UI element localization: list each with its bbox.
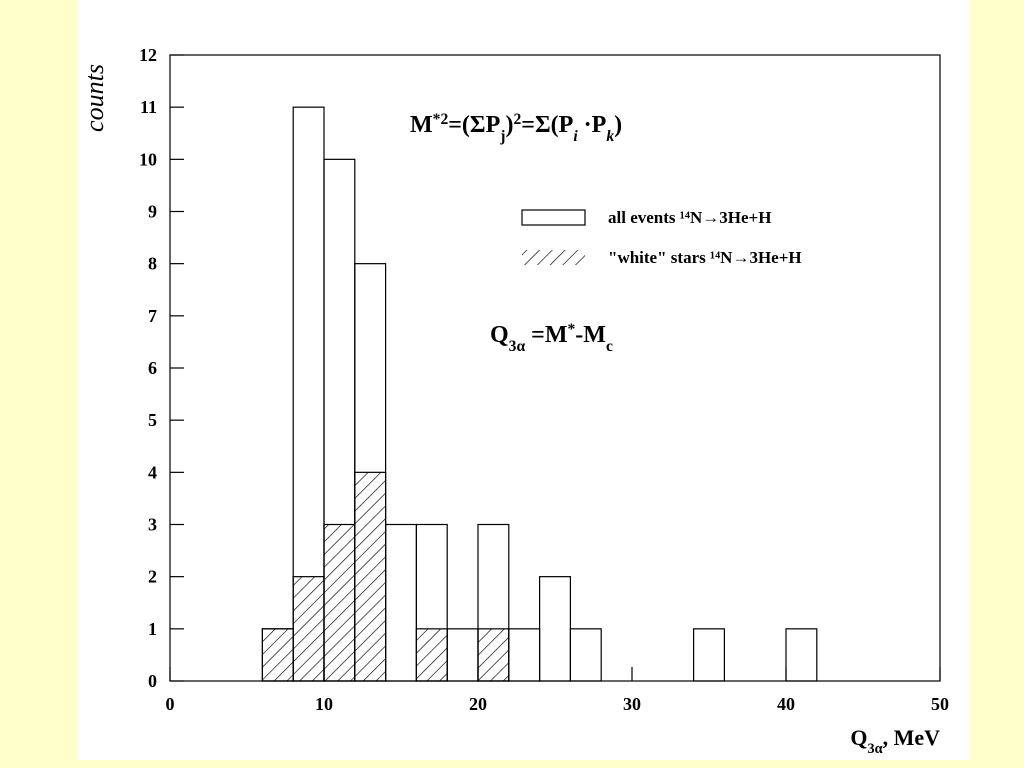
legend-label: "white" stars ¹⁴N→3He+H (608, 248, 802, 267)
y-tick-label: 6 (148, 358, 157, 378)
y-tick-label: 8 (148, 254, 157, 274)
x-axis-label-part: Q (850, 725, 867, 750)
y-tick-label: 9 (148, 202, 157, 222)
y-tick-label: 11 (140, 97, 157, 117)
annotation-part: M (410, 112, 433, 138)
x-tick-label: 10 (315, 694, 333, 714)
annotation-part: * (568, 321, 576, 338)
y-tick-label: 7 (148, 306, 157, 326)
y-tick-label: 5 (148, 410, 157, 430)
y-tick-label: 12 (139, 45, 157, 65)
annotation-part: 2 (513, 111, 521, 128)
histogram-bar (292, 576, 325, 682)
x-tick-label: 50 (931, 694, 949, 714)
histogram-bar (477, 628, 510, 682)
y-tick-label: 4 (148, 462, 157, 482)
histogram-bar (323, 523, 356, 682)
y-tick-label: 2 (148, 567, 157, 587)
legend-label: all events ¹⁴N→3He+H (608, 208, 771, 227)
annotation-part: j (499, 128, 505, 145)
annotation-part: Q (490, 322, 509, 348)
histogram-bar (415, 628, 448, 682)
annotation-part: c (606, 338, 613, 355)
x-tick-label: 40 (777, 694, 795, 714)
annotation-part: k (606, 128, 614, 145)
legend-swatch (522, 250, 585, 265)
annotation-part: =M (525, 322, 567, 348)
annotation: Q3α =M*-Mc (490, 321, 613, 355)
annotation-part: ) (614, 112, 622, 138)
legend-swatch (521, 209, 586, 226)
y-tick-label: 10 (139, 149, 157, 169)
x-tick-label: 20 (469, 694, 487, 714)
histogram-bar (261, 628, 294, 682)
histogram-bar (354, 471, 387, 682)
x-tick-label: 0 (166, 694, 175, 714)
histogram-bar (569, 628, 602, 682)
histogram-bar (785, 628, 818, 682)
annotation: M*2=(ΣPj)2=Σ(Pi ·Pk) (410, 111, 622, 145)
annotation-part: -M (575, 322, 606, 348)
y-axis-label: counts (80, 64, 109, 132)
annotation-part: ) (505, 112, 513, 138)
annotation-part: *2 (433, 111, 449, 128)
annotation-part: =(ΣP (448, 112, 500, 138)
x-tick-label: 30 (623, 694, 641, 714)
annotation-part: i (573, 128, 578, 145)
annotation-part: 3α (509, 338, 526, 355)
y-tick-label: 3 (148, 515, 157, 535)
x-axis-label-part: , MeV (883, 725, 941, 750)
annotation-part: ·P (578, 112, 607, 138)
annotation-part: =Σ(P (521, 112, 573, 138)
histogram-bar (692, 628, 725, 682)
x-axis-label: Q3α, MeV (850, 725, 940, 757)
y-tick-label: 1 (148, 619, 157, 639)
y-tick-label: 0 (148, 671, 157, 691)
x-axis-label-part: 3α (867, 741, 882, 757)
panel (78, 0, 970, 760)
